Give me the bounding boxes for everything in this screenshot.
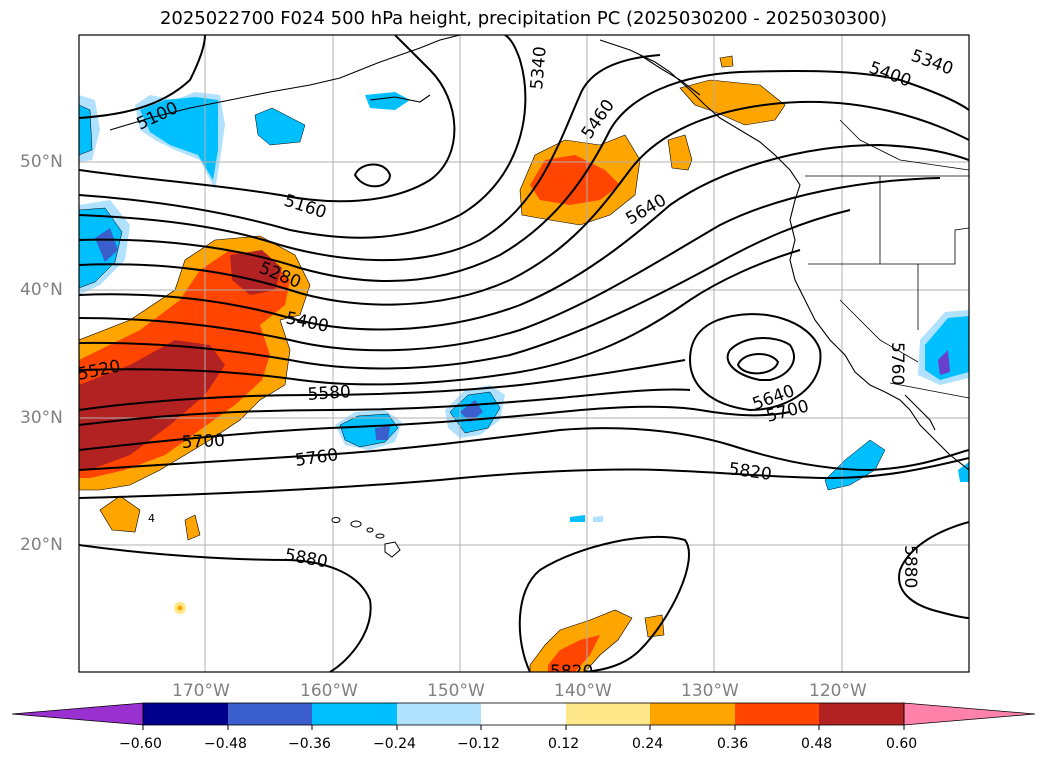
lat-label-40n: 40°N [20, 280, 63, 300]
hawaii-islands [331, 517, 401, 558]
lon-label-160w: 160°W [300, 681, 358, 701]
colorbar-extend-high [903, 702, 1036, 726]
colorbar-tick: −0.24 [373, 736, 416, 752]
graticule [79, 35, 969, 672]
map-frame [78, 34, 970, 673]
borders [805, 119, 969, 399]
lat-label-50n: 50°N [20, 152, 63, 172]
contour-label-small: 4 [148, 512, 155, 525]
colorbar-bin [312, 703, 397, 725]
colorbar-bin [735, 703, 819, 725]
lat-label-30n: 30°N [20, 408, 63, 428]
contour-label-5880-east: 5880 [900, 545, 920, 588]
map-title: 2025022700 F024 500 hPa height, precipit… [159, 8, 888, 29]
precip-positive-west [79, 235, 311, 614]
colorbar-bin [566, 703, 650, 725]
colorbar-extend-low [11, 702, 144, 726]
colorbar-bin [819, 703, 904, 725]
colorbar-tick: −0.36 [288, 736, 331, 752]
contour-label-5340: 5340 [527, 46, 551, 91]
map-panel: 5100 5160 5280 5340 5400 5460 5520 5580 … [79, 35, 969, 682]
lon-label-120w: 120°W [809, 681, 867, 701]
colorbar-bin [397, 703, 481, 725]
height-contours [79, 35, 969, 672]
colorbar-tick: −0.48 [204, 736, 247, 752]
colorbar-tick: 0.36 [717, 736, 749, 752]
colorbar-tick: 0.48 [801, 736, 833, 752]
colorbar-tick: −0.12 [457, 736, 500, 752]
colorbar-bin [481, 703, 566, 725]
colorbar-tick: 0.12 [548, 736, 580, 752]
lon-label-130w: 130°W [681, 681, 739, 701]
contour-label-5760-east: 5760 [887, 342, 907, 385]
lon-label-140w: 140°W [554, 681, 612, 701]
colorbar [11, 702, 1036, 730]
contour-label-5580: 5580 [307, 382, 352, 405]
colorbar-bin [650, 703, 735, 725]
coastlines [109, 35, 969, 471]
lon-label-150w: 150°W [427, 681, 485, 701]
colorbar-tick: 0.24 [632, 736, 664, 752]
lon-label-170w: 170°W [172, 681, 230, 701]
lat-label-20n: 20°N [20, 535, 63, 555]
colorbar-bin [143, 703, 228, 725]
colorbar-bin [228, 703, 312, 725]
colorbar-tick: −0.60 [119, 736, 162, 752]
contour-label-5820-south: 5820 [550, 662, 593, 682]
contour-label-5700: 5700 [181, 431, 225, 453]
colorbar-tick: 0.60 [886, 736, 918, 752]
